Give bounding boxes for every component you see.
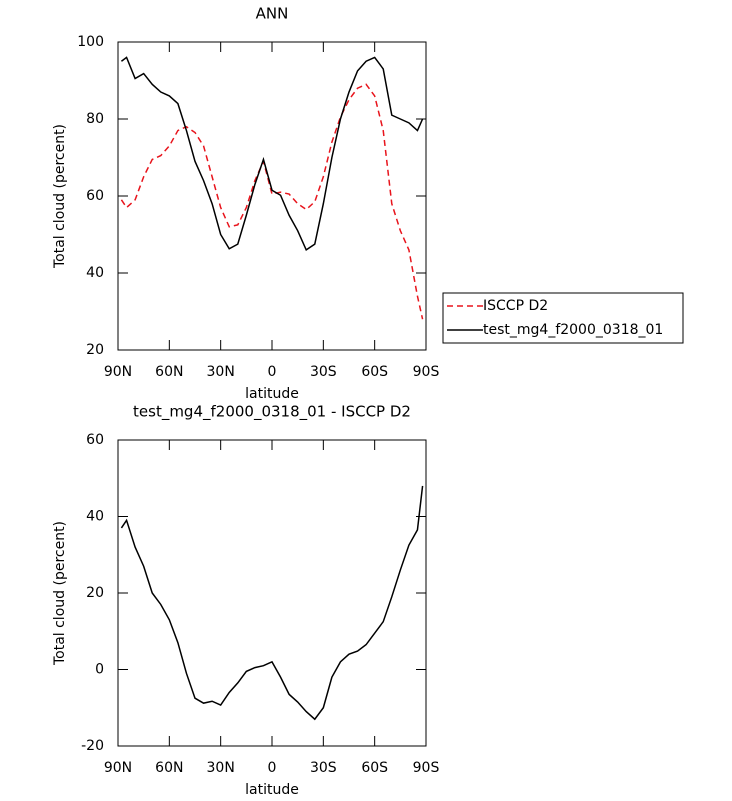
y-tick-label: -20 xyxy=(81,738,104,754)
x-tick-label: 30S xyxy=(310,760,337,776)
y-tick-label: 40 xyxy=(86,509,104,525)
x-tick-label: 60S xyxy=(361,760,388,776)
x-tick-label: 90N xyxy=(104,760,132,776)
y-tick-label: 100 xyxy=(77,34,104,50)
y-tick-label: 60 xyxy=(86,432,104,448)
data-line xyxy=(120,83,424,320)
plot-frame xyxy=(117,41,427,351)
x-tick-label: 30S xyxy=(310,364,337,380)
chart-title: ANN xyxy=(256,5,289,23)
legend-label: test_mg4_f2000_0318_01 xyxy=(483,322,663,338)
y-tick-label: 60 xyxy=(86,188,104,204)
legend-label: ISCCP D2 xyxy=(483,298,548,314)
x-tick-label: 60N xyxy=(155,760,183,776)
x-tick-label: 90S xyxy=(413,364,440,380)
chart-title: test_mg4_f2000_0318_01 - ISCCP D2 xyxy=(133,403,411,422)
x-tick-label: 60S xyxy=(361,364,388,380)
x-axis-label: latitude xyxy=(245,386,299,402)
legend-box xyxy=(442,292,684,344)
plot-frame xyxy=(117,439,427,747)
y-axis-label: Total cloud (percent) xyxy=(52,521,68,666)
data-line xyxy=(120,56,424,252)
y-tick-label: 20 xyxy=(86,585,104,601)
x-tick-label: 30N xyxy=(207,364,235,380)
y-axis-label: Total cloud (percent) xyxy=(52,124,68,269)
x-tick-label: 0 xyxy=(268,760,277,776)
data-line xyxy=(120,485,424,721)
y-tick-label: 80 xyxy=(86,111,104,127)
y-tick-label: 0 xyxy=(95,662,104,678)
x-tick-label: 30N xyxy=(207,760,235,776)
y-tick-label: 20 xyxy=(86,342,104,358)
x-tick-label: 0 xyxy=(268,364,277,380)
y-tick-label: 40 xyxy=(86,265,104,281)
x-axis-label: latitude xyxy=(245,782,299,798)
x-tick-label: 90S xyxy=(413,760,440,776)
x-tick-label: 60N xyxy=(155,364,183,380)
x-tick-label: 90N xyxy=(104,364,132,380)
